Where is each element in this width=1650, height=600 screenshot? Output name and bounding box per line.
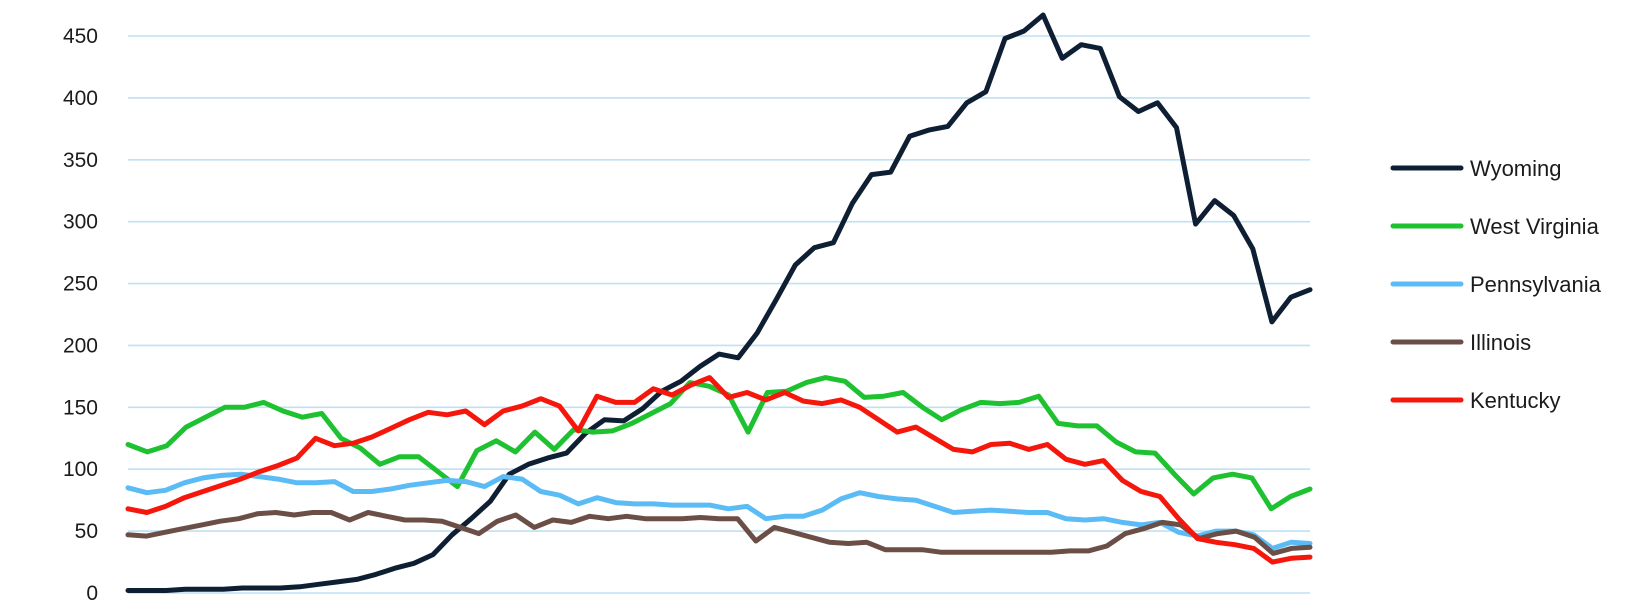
y-tick-label: 50 [75, 520, 98, 543]
y-tick-label: 250 [63, 273, 98, 296]
y-tick-label: 0 [86, 582, 98, 600]
y-tick-label: 100 [63, 458, 98, 481]
legend-label-kentucky: Kentucky [1470, 388, 1561, 413]
y-tick-label: 450 [63, 25, 98, 48]
legend-label-west-virginia: West Virginia [1470, 214, 1600, 239]
y-tick-label: 300 [63, 211, 98, 234]
legend: Wyoming West Virginia Pennsylvania Illinois… [1390, 156, 1602, 413]
legend-label-wyoming: Wyoming [1470, 156, 1562, 181]
y-axis-ticks: 0 50 100 150 200 250 300 350 400 450 [63, 25, 98, 600]
series-line-illinois [125, 510, 1313, 556]
series-line-kentucky [125, 375, 1313, 565]
legend-label-pennsylvania: Pennsylvania [1470, 272, 1602, 297]
y-tick-label: 200 [63, 334, 98, 357]
legend-label-illinois: Illinois [1470, 330, 1531, 355]
series-lines [125, 12, 1313, 593]
y-tick-label: 150 [63, 396, 98, 419]
gridlines [128, 35, 1310, 594]
series-line-wyoming [125, 12, 1313, 593]
series-line-pennsylvania [125, 471, 1313, 551]
y-tick-label: 350 [63, 149, 98, 172]
y-tick-label: 400 [63, 87, 98, 110]
